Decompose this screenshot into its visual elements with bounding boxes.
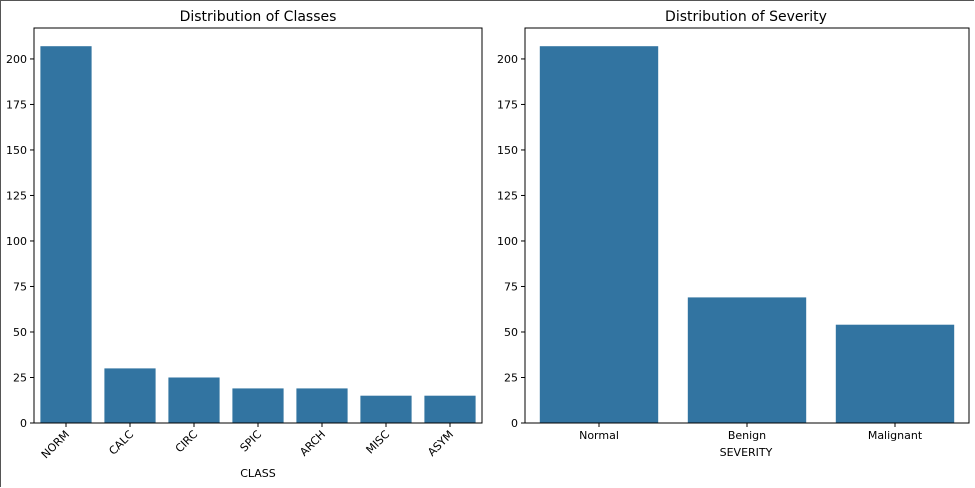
bar-calc [104, 368, 156, 423]
y-tick-label: 175 [6, 98, 27, 111]
x-tick-label: MISC [364, 428, 393, 457]
bar-malignant [835, 324, 955, 423]
bar-spic [232, 388, 284, 423]
y-tick-label: 25 [504, 371, 518, 384]
x-tick-label: CIRC [173, 428, 201, 456]
y-tick-label: 75 [13, 280, 27, 293]
bar-normal [539, 46, 659, 424]
x-tick-label: ARCH [297, 428, 328, 459]
x-tick-label: SPIC [238, 428, 265, 455]
y-tick-label: 50 [504, 326, 518, 339]
y-tick-label: 150 [497, 144, 518, 157]
x-axis-label: CLASS [240, 467, 276, 480]
bar-misc [360, 395, 412, 423]
x-tick-label: Normal [579, 429, 619, 442]
y-tick-label: 100 [6, 235, 27, 248]
y-tick-label: 125 [497, 189, 518, 202]
x-tick-label: NORM [39, 428, 72, 461]
chart-title: Distribution of Severity [665, 9, 827, 25]
x-tick-label: Malignant [868, 429, 923, 442]
axes-frame [33, 27, 483, 424]
y-tick-label: 0 [20, 417, 27, 430]
y-tick-label: 50 [13, 326, 27, 339]
x-tick-label: ASYM [425, 428, 456, 459]
y-tick-label: 0 [511, 417, 518, 430]
y-tick-label: 100 [497, 235, 518, 248]
bar-norm [40, 46, 92, 424]
y-tick-label: 150 [6, 144, 27, 157]
y-tick-label: 200 [497, 53, 518, 66]
y-tick-label: 200 [6, 53, 27, 66]
bar-benign [687, 297, 807, 423]
bar-arch [296, 388, 348, 423]
axes-frame [524, 27, 970, 424]
x-tick-label: CALC [106, 428, 136, 458]
y-tick-label: 125 [6, 189, 27, 202]
y-tick-label: 75 [504, 280, 518, 293]
chart-title: Distribution of Classes [180, 9, 337, 25]
y-tick-label: 175 [497, 98, 518, 111]
y-tick-label: 25 [13, 371, 27, 384]
chart-classes: Distribution of Classes 0 25 50 75 100 125 150… [6, 9, 483, 480]
chart-severity: Distribution of Severity 0 25 50 75 100 125 15… [497, 9, 970, 459]
bar-circ [168, 377, 220, 423]
x-axis-label: SEVERITY [720, 446, 773, 459]
bar-asym [424, 395, 476, 423]
x-tick-label: Benign [728, 429, 766, 442]
